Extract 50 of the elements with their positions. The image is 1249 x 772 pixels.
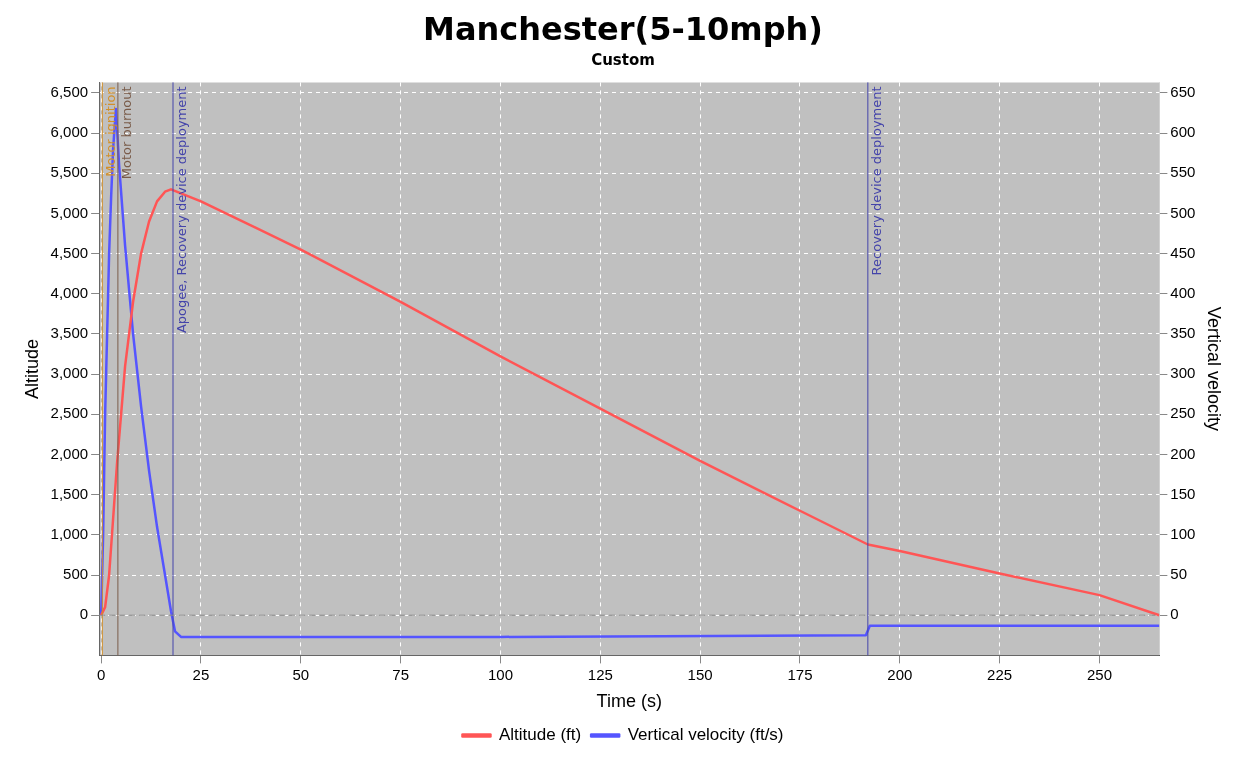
x-tick-label: 125 [587,665,613,683]
x-tick-label: 25 [192,665,210,683]
ref-line-label: Apogee, Recovery device deployment [173,86,189,334]
y-tick-label: 2,000 [50,444,89,462]
x-axis-title: Time (s) [596,691,662,712]
y2-tick-label: 250 [1170,404,1196,422]
legend-label: Altitude (ft) [498,725,582,745]
ref-line-label: Motor ignition [103,86,119,177]
y-tick-label: 3,000 [50,364,89,382]
y-tick-label: 5,000 [50,203,89,221]
y2-tick-label: 550 [1170,163,1196,181]
y2-tick-label: 650 [1170,82,1196,100]
y2-tick-label: 450 [1170,243,1196,261]
y-tick-label: 0 [79,605,89,623]
y-tick-label: 6,000 [50,123,89,141]
y2-axis-title: Vertical velocity [1204,306,1225,431]
x-tick-label: 175 [787,665,813,683]
y-tick-label: 6,500 [50,82,89,100]
x-tick-label: 75 [392,665,409,683]
y2-tick-label: 300 [1170,364,1196,382]
legend-label: Vertical velocity (ft/s) [627,725,784,745]
x-tick-label: 100 [487,665,513,683]
y2-tick-label: 600 [1170,123,1196,141]
y-tick-label: 1,000 [50,524,89,542]
y-tick-label: 1,500 [50,484,89,502]
x-tick-label: 50 [292,665,310,683]
x-tick-label: 225 [987,665,1013,683]
y-tick-label: 5,500 [50,163,89,181]
y-tick-label: 4,000 [50,283,89,301]
y-tick-label: 3,500 [50,324,89,342]
y-tick-label: 500 [63,565,89,583]
y2-tick-label: 0 [1170,605,1179,623]
chart-subtitle: Custom [591,51,655,70]
x-tick-label: 150 [687,665,713,683]
ref-line-label: Recovery device deployment [868,86,884,276]
y2-tick-label: 500 [1170,203,1196,221]
y2-tick-label: 50 [1170,565,1188,583]
chart-title: Manchester(5-10mph) [423,9,823,48]
y2-tick-label: 350 [1170,324,1196,342]
x-tick-label: 250 [1086,665,1112,683]
y-axis-title: Altitude [21,338,42,399]
x-tick-label: 200 [887,665,913,683]
y2-tick-label: 200 [1170,444,1196,462]
y-tick-label: 4,500 [50,243,89,261]
y-tick-label: 2,500 [50,404,89,422]
y2-tick-label: 100 [1170,524,1196,542]
x-tick-label: 0 [96,665,106,683]
y2-tick-label: 400 [1170,283,1196,301]
ref-line-label: Motor burnout [118,86,134,180]
y2-tick-label: 150 [1170,484,1196,502]
